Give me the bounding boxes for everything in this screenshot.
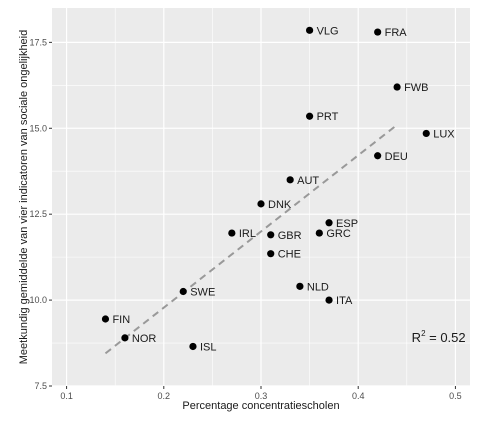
y-tick-label: 15.0 <box>29 123 47 133</box>
data-point <box>267 250 275 258</box>
data-point-label: NOR <box>132 333 157 345</box>
data-point-label: ITA <box>336 295 353 307</box>
data-point <box>101 315 110 323</box>
data-point-label: GRC <box>326 228 351 240</box>
y-tick-label: 12.5 <box>29 209 47 219</box>
trend-layer <box>104 124 398 355</box>
data-point-label: PRT <box>317 111 339 123</box>
r-squared-base: R <box>412 330 421 345</box>
data-point <box>422 129 430 138</box>
data-point-label: IRL <box>239 228 256 240</box>
x-tick-label: 0.2 <box>158 391 171 401</box>
data-point-label: DNK <box>268 199 292 211</box>
axis-layer: 0.1 0.2 0.3 0.4 0.5 7.5 10.0 12.5 15.0 17.5 <box>29 37 461 401</box>
data-point-label: FRA <box>385 27 408 39</box>
data-point <box>267 231 275 239</box>
data-point <box>306 26 314 34</box>
data-point-label: AUT <box>297 175 319 187</box>
data-point <box>189 342 197 351</box>
y-tick-label: 17.5 <box>29 37 47 47</box>
data-point-label: NLD <box>307 281 329 293</box>
data-point-label: GBR <box>278 230 302 242</box>
data-point-label: DEU <box>385 151 408 163</box>
data-point-label: LUX <box>433 128 455 140</box>
data-point <box>325 296 333 304</box>
r-squared-exponent: 2 <box>421 329 426 338</box>
data-point <box>257 200 265 208</box>
x-tick-label: 0.4 <box>352 391 365 401</box>
x-tick-label: 0.3 <box>255 391 268 401</box>
x-tick-label: 0.1 <box>60 391 73 401</box>
data-point-label: SWE <box>190 287 215 299</box>
r-squared-annotation: R2 = 0.52 <box>412 329 466 345</box>
data-point-label: ISL <box>200 341 217 353</box>
data-point <box>179 287 187 296</box>
data-point <box>228 229 236 237</box>
x-tick-label: 0.5 <box>449 391 462 401</box>
data-point-label: FIN <box>112 314 130 326</box>
data-point <box>374 152 382 160</box>
data-point <box>121 334 129 342</box>
y-axis-title: Meetkundig gemiddelde van vier indicator… <box>18 30 30 365</box>
data-point <box>393 83 401 91</box>
data-point <box>306 112 314 120</box>
data-point <box>296 282 304 290</box>
x-axis-title: Percentage concentratiescholen <box>182 400 339 412</box>
data-point <box>325 219 333 227</box>
trend-line <box>104 124 398 355</box>
data-point <box>315 229 323 237</box>
y-tick-label: 7.5 <box>34 381 47 391</box>
data-point-label: ESP <box>336 218 358 230</box>
data-point <box>286 176 294 184</box>
data-point-label: FWB <box>404 82 428 94</box>
data-point <box>374 28 382 36</box>
data-point-label: CHE <box>278 249 301 261</box>
r-squared-value: = 0.52 <box>426 330 466 345</box>
data-point-label: VLG <box>317 25 339 37</box>
y-tick-label: 10.0 <box>29 295 47 305</box>
